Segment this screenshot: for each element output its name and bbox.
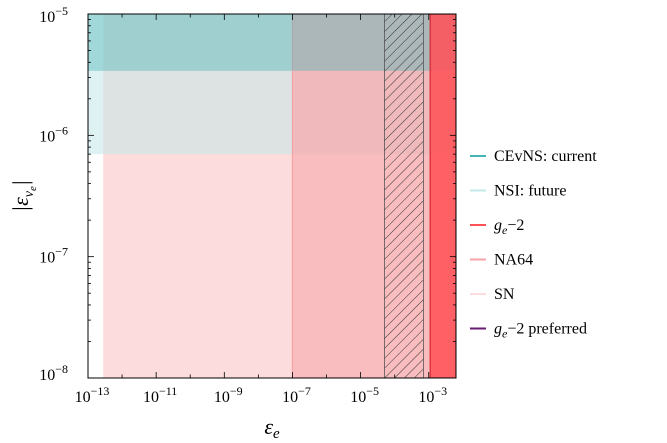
na64-region bbox=[291, 14, 456, 378]
y-axis-label: |ενe| bbox=[8, 180, 39, 212]
legend-label-gm2pref: ge−2 preferred bbox=[494, 321, 587, 341]
x-tick-label: 10−13 bbox=[75, 384, 110, 406]
legend-label-sn: SN bbox=[494, 286, 515, 303]
x-tick-label: 10−7 bbox=[282, 384, 311, 406]
x-tick-label: 10−5 bbox=[350, 384, 379, 406]
legend-label-nsi: NSI: future bbox=[494, 183, 566, 200]
axis-tick-labels: 10−13 10−11 10−9 10−7 10−5 10−3 10−8 10−7 10−6 10… bbox=[39, 4, 447, 406]
x-tick-label: 10−9 bbox=[214, 384, 243, 406]
exclusion-regions bbox=[88, 14, 456, 378]
ge-2-region bbox=[429, 14, 456, 378]
y-tick-label: 10−5 bbox=[39, 4, 68, 26]
legend-label-gm2: ge−2 bbox=[494, 217, 524, 237]
y-tick-label: 10−7 bbox=[39, 245, 68, 267]
y-tick-label: 10−6 bbox=[39, 123, 68, 145]
axis-ticks bbox=[87, 13, 456, 379]
ge-2-preferred-hatch bbox=[384, 14, 424, 378]
x-axis-label: εe bbox=[264, 414, 280, 442]
y-tick-label: 10−8 bbox=[39, 362, 68, 384]
legend-label-na64: NA64 bbox=[494, 252, 533, 269]
x-tick-label: 10−11 bbox=[143, 384, 177, 406]
x-tick-label: 10−3 bbox=[418, 384, 447, 406]
legend-label-cevns: CEvNS: current bbox=[494, 148, 597, 165]
legend: CEvNS: current NSI: future ge−2 NA64 SN ge−2 … bbox=[470, 148, 597, 341]
plot-frame bbox=[87, 13, 457, 379]
